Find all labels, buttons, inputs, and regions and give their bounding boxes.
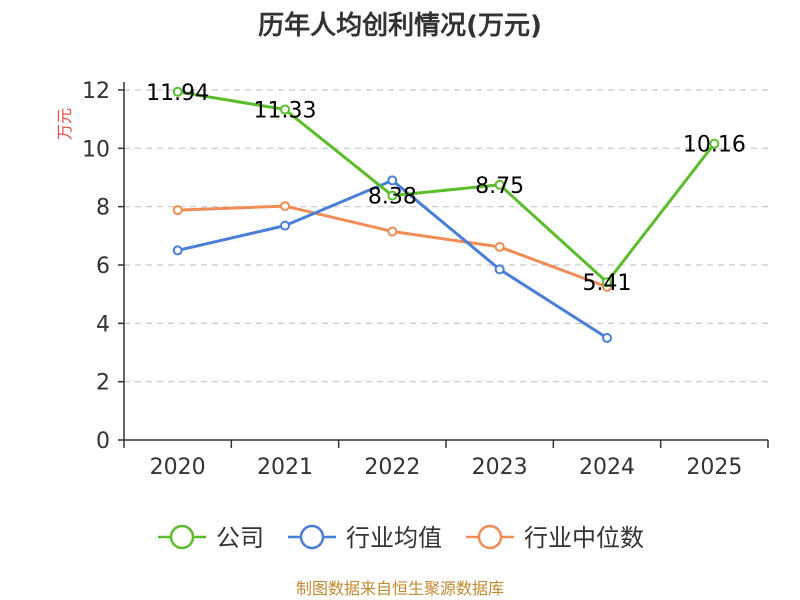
series-1-point-2023 — [494, 264, 505, 275]
legend: 公司 行业均值 行业中位数 — [158, 524, 644, 552]
data-labels: 11.94 11.33 8.38 8.75 5.41 10.16 — [146, 81, 746, 296]
data-label-2021: 11.33 — [254, 99, 317, 124]
series-2-point-2021 — [280, 201, 290, 212]
y-tick-label-5: 10 — [82, 137, 110, 162]
x-tick-label-2022: 2022 — [364, 455, 420, 480]
data-label-2023: 8.75 — [475, 174, 524, 199]
data-label-2022: 8.38 — [368, 185, 417, 210]
series-1-point-2024 — [602, 332, 612, 343]
series-0-point-2020 — [172, 86, 183, 97]
x-tick-label-2021: 2021 — [257, 455, 313, 480]
series-2-point-2023 — [494, 241, 505, 252]
y-tick-label-2: 4 — [96, 312, 110, 337]
series-1-point-2022 — [387, 175, 398, 186]
source-note: 制图数据来自恒生聚源数据库 — [296, 579, 504, 598]
legend-label-2: 行业中位数 — [524, 524, 644, 552]
series-layer — [172, 86, 720, 343]
series-1-point-2020 — [172, 245, 183, 256]
legend-marker-0 — [169, 524, 195, 550]
series-0-point-2024 — [602, 277, 612, 288]
x-tick-label-2020: 2020 — [150, 455, 206, 480]
series-2-point-2020 — [172, 205, 183, 216]
series-0-point-2025 — [709, 138, 720, 149]
legend-label-0: 公司 — [216, 524, 264, 552]
series-line-2 — [177, 204, 608, 289]
axes: 0 2 4 6 8 10 12 2020 2021 2022 2023 2024 2025 — [82, 79, 769, 480]
data-label-2025: 10.16 — [683, 133, 746, 158]
x-tick-label-2025: 2025 — [686, 455, 742, 480]
series-0-point-2023 — [494, 179, 505, 190]
x-tick-label-2023: 2023 — [472, 455, 528, 480]
data-label-2024: 5.41 — [583, 271, 632, 296]
y-axis-unit: 万元 — [55, 108, 74, 140]
series-1-point-2021 — [280, 220, 290, 231]
y-tick-label-3: 6 — [96, 254, 110, 279]
data-label-2020: 11.94 — [146, 81, 209, 106]
chart-title: 历年人均创利情况(万元) — [258, 10, 542, 41]
series-line-0 — [177, 90, 716, 284]
y-tick-label-6: 12 — [82, 79, 110, 104]
legend-marker-1 — [299, 524, 325, 550]
y-tick-label-0: 0 — [96, 429, 110, 454]
y-tick-label-4: 8 — [96, 196, 110, 221]
y-tick-label-1: 2 — [96, 371, 110, 396]
series-0-point-2021 — [280, 104, 290, 115]
legend-label-1: 行业均值 — [346, 524, 442, 552]
grid-lines — [124, 89, 768, 383]
legend-marker-2 — [477, 524, 503, 550]
series-2-point-2022 — [387, 226, 398, 237]
x-tick-label-2024: 2024 — [579, 455, 635, 480]
series-0-point-2022 — [387, 190, 398, 201]
